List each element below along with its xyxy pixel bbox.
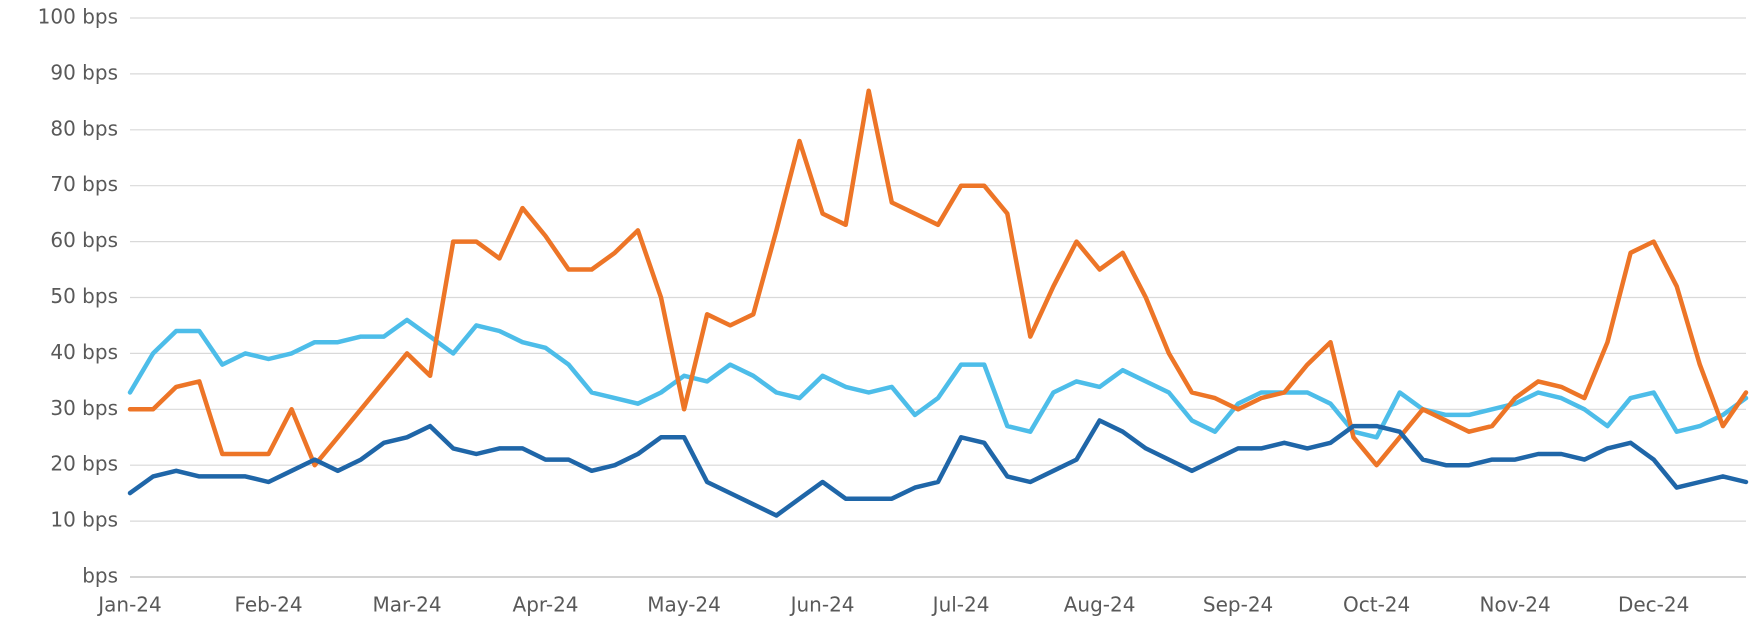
x-tick-label: Jan-24 bbox=[96, 593, 162, 617]
x-tick-label: Oct-24 bbox=[1343, 593, 1410, 617]
y-tick-label: 30 bps bbox=[50, 396, 118, 420]
y-tick-label: 20 bps bbox=[50, 452, 118, 476]
y-tick-label: bps bbox=[82, 564, 118, 588]
x-tick-label: Nov-24 bbox=[1480, 593, 1551, 617]
y-tick-label: 90 bps bbox=[50, 60, 118, 84]
x-tick-label: Dec-24 bbox=[1618, 593, 1689, 617]
series-line bbox=[127, 418, 1749, 518]
series-line bbox=[127, 317, 1749, 440]
y-tick-label: 60 bps bbox=[50, 228, 118, 252]
x-tick-label: Sep-24 bbox=[1203, 593, 1273, 617]
x-tick-label: May-24 bbox=[647, 593, 721, 617]
x-tick-label: Mar-24 bbox=[372, 593, 441, 617]
x-tick-label: Jun-24 bbox=[789, 593, 855, 617]
y-tick-label: 10 bps bbox=[50, 508, 118, 532]
y-tick-label: 40 bps bbox=[50, 340, 118, 364]
x-tick-label: Jul-24 bbox=[931, 593, 990, 617]
x-tick-label: Apr-24 bbox=[513, 593, 579, 617]
y-tick-label: 80 bps bbox=[50, 116, 118, 140]
x-tick-label: Feb-24 bbox=[234, 593, 302, 617]
y-tick-label: 100 bps bbox=[38, 5, 118, 29]
y-tick-label: 70 bps bbox=[50, 172, 118, 196]
y-tick-label: 50 bps bbox=[50, 284, 118, 308]
x-tick-label: Aug-24 bbox=[1064, 593, 1136, 617]
series-line bbox=[127, 88, 1749, 468]
